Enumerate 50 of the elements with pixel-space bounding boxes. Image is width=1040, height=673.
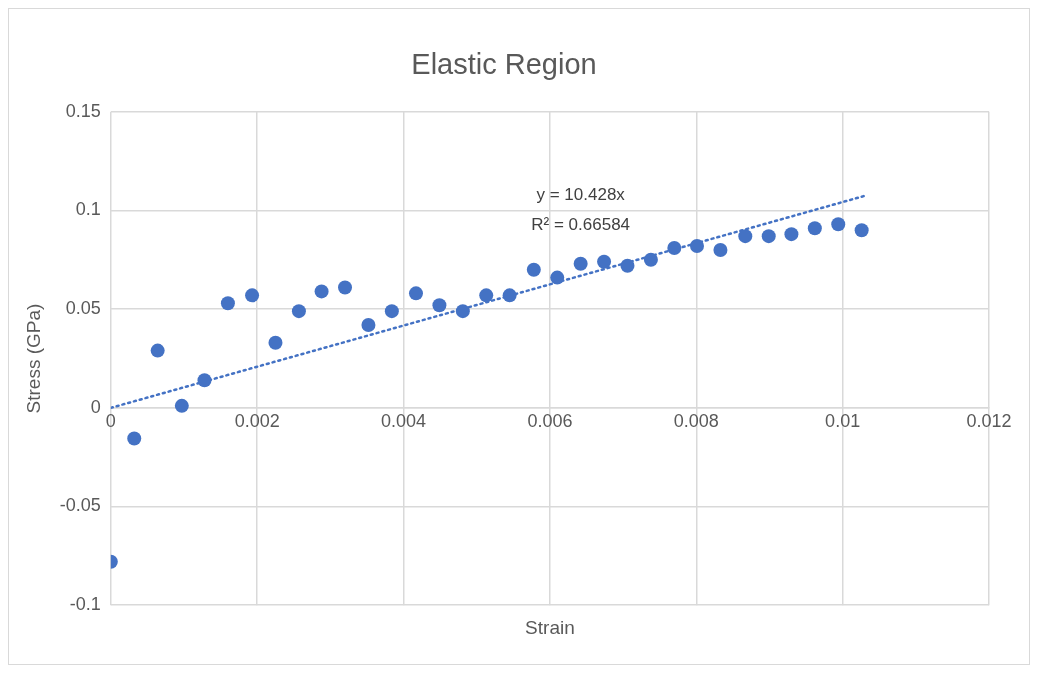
x-axis-title: Strain [525,616,575,638]
point [738,229,753,244]
x-tick-label: 0.01 [825,410,861,431]
point [150,343,165,358]
x-tick-label: 0 [105,410,116,431]
point [784,227,799,242]
y-tick-label: 0.15 [65,100,101,121]
point [620,258,635,273]
point [314,284,329,299]
x-tick-label: 0.004 [381,410,427,431]
point [761,229,776,244]
point [807,221,822,236]
annotation: R² = 0.66584 [531,215,631,235]
point [291,304,306,319]
point [220,296,235,311]
point [455,304,470,319]
chart-title: Elastic Region [411,48,597,81]
point [408,286,423,301]
point [690,239,705,254]
point [432,298,447,313]
point [384,304,399,319]
point [667,240,682,255]
x-tick-label: 0.006 [527,410,573,431]
y-axis-title: Stress (GPa) [22,303,44,414]
point [526,262,541,277]
point [174,398,189,413]
point [479,288,494,303]
y-tick-label: -0.05 [59,495,101,516]
point [550,270,565,285]
point [245,288,260,303]
y-tick-label: 0 [90,396,101,417]
x-tick-label: 0.012 [966,410,1012,431]
point [643,252,658,267]
x-tick-label: 0.002 [234,410,280,431]
point [338,280,353,295]
x-tick-label: 0.008 [673,410,719,431]
point [597,254,612,269]
annotation: y = 10.428x [536,185,626,205]
point [854,223,869,238]
point [197,373,212,388]
y-tick-label: 0.1 [75,199,101,220]
point [713,242,728,257]
y-tick-label: -0.1 [69,594,101,615]
point [361,317,376,332]
y-tick-label: 0.05 [65,298,101,319]
point [831,217,846,232]
point [502,288,517,303]
point [268,335,283,350]
point [573,256,588,271]
point [127,431,142,446]
